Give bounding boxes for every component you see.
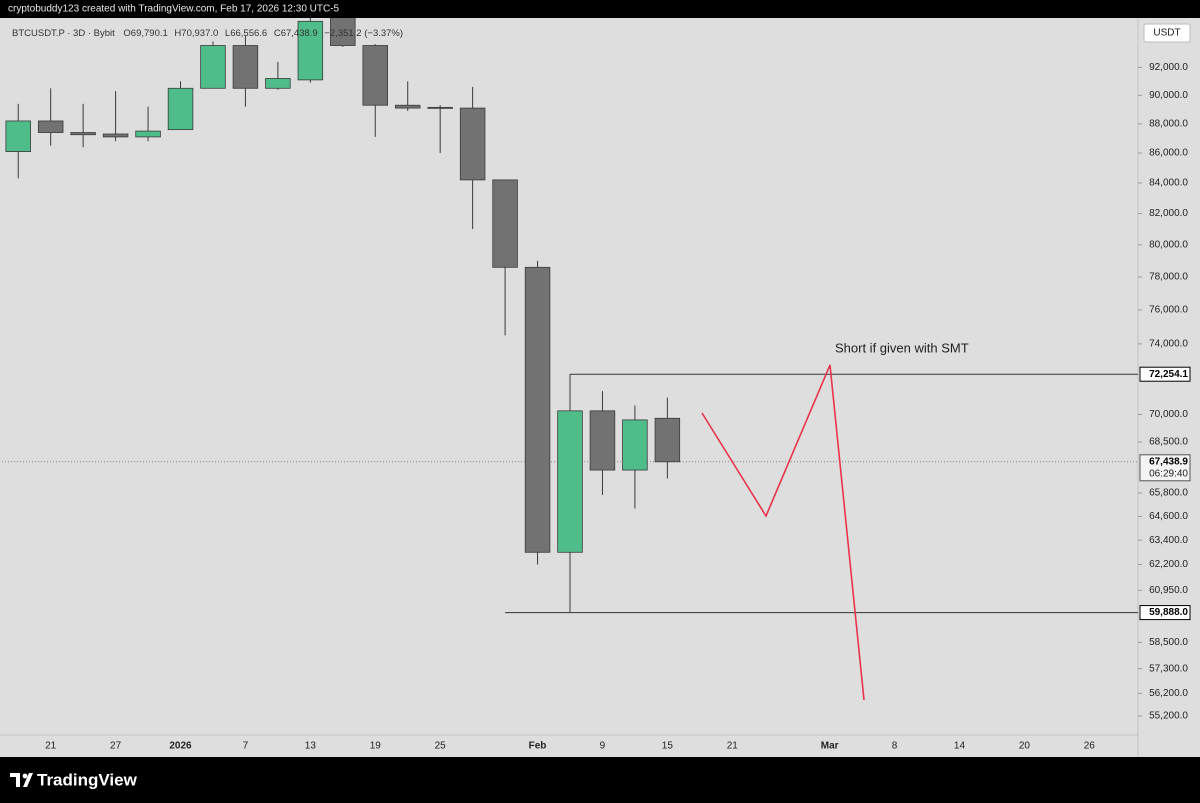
- x-tick-label: 9: [600, 741, 606, 752]
- legend-symbol: BTCUSDT.P · 3D · Bybit: [12, 28, 115, 39]
- y-tick-label: 86,000.0: [1149, 148, 1188, 159]
- y-tick-label: 84,000.0: [1149, 178, 1188, 189]
- level-label-box: [1139, 366, 1191, 382]
- candle-body: [232, 45, 259, 89]
- y-tick-label: 58,500.0: [1149, 637, 1188, 648]
- last-price-box: [1139, 454, 1191, 482]
- last-price-label: 67,438.9: [1149, 456, 1188, 467]
- x-tick-label: 20: [1019, 741, 1031, 752]
- y-tick-label: 63,400.0: [1149, 535, 1188, 546]
- legend-value: 66,556.6: [230, 28, 267, 39]
- projection-path: [701, 364, 865, 701]
- candle-body: [622, 419, 648, 471]
- logo-icon: [10, 773, 33, 787]
- x-tick-label: 15: [662, 741, 674, 752]
- candle-body: [102, 133, 129, 138]
- y-tick-label: 55,200.0: [1149, 711, 1188, 722]
- x-tick-label: 21: [727, 741, 739, 752]
- y-tick-label: 80,000.0: [1149, 240, 1188, 251]
- y-tick-label: 88,000.0: [1149, 118, 1188, 129]
- level-label-box: [1139, 605, 1191, 621]
- currency[interactable]: USDT: [1153, 28, 1180, 39]
- y-tick-label: 74,000.0: [1149, 339, 1188, 350]
- candle-body: [135, 130, 161, 138]
- axes: 92,000.0 90,000.0 88,000.0 86,000.0 84,000.0…: [45, 62, 1191, 752]
- x-tick-label: 13: [305, 741, 317, 752]
- annotation: Short if given with SMT: [835, 340, 969, 355]
- candle-body: [167, 87, 194, 131]
- candle-body: [200, 45, 226, 89]
- level-label: 59,888.0: [1149, 607, 1188, 618]
- x-tick-label: 27: [110, 741, 122, 752]
- candle-body: [362, 45, 388, 106]
- top-bar-text: cryptobuddy123 created with TradingView.…: [8, 4, 340, 15]
- y-tick-label: 90,000.0: [1149, 90, 1188, 101]
- logo-dot: [22, 773, 28, 779]
- brand: TradingView: [37, 770, 138, 789]
- currency-box[interactable]: [1143, 23, 1191, 43]
- candle-body: [589, 410, 616, 471]
- candle-body: [492, 179, 518, 268]
- candle-body: [5, 120, 31, 152]
- candle-body: [524, 266, 551, 553]
- x-tick-label: Mar: [821, 741, 839, 752]
- y-tick-label: 78,000.0: [1149, 272, 1188, 283]
- y-tick-label: 64,600.0: [1149, 511, 1188, 522]
- x-tick-label: 14: [954, 741, 966, 752]
- candle-body: [297, 20, 324, 81]
- y-tick-label: 82,000.0: [1149, 208, 1188, 219]
- legend-key: O: [123, 28, 130, 39]
- legend-key: L: [225, 28, 230, 39]
- x-tick-label: 2026: [169, 741, 192, 752]
- legend-change: −2,351.2 (−3.37%): [324, 28, 403, 39]
- candle-body: [427, 106, 453, 109]
- legend-value: 69,790.1: [131, 28, 168, 39]
- candle-body: [37, 120, 64, 133]
- x-tick-label: 7: [243, 741, 249, 752]
- x-tick-label: 21: [45, 741, 57, 752]
- y-tick-label: 68,500.0: [1149, 437, 1188, 448]
- x-tick-label: 19: [370, 741, 382, 752]
- y-tick-label: 65,800.0: [1149, 488, 1188, 499]
- y-tick-label: 70,000.0: [1149, 409, 1188, 420]
- y-tick-label: 56,200.0: [1149, 688, 1188, 699]
- y-tick-label: 62,200.0: [1149, 559, 1188, 570]
- candle-body: [557, 410, 583, 553]
- y-tick-label: 76,000.0: [1149, 305, 1188, 316]
- candle-body: [265, 78, 291, 89]
- x-tick-label: Feb: [529, 741, 547, 752]
- legend-value: 67,438.9: [281, 28, 318, 39]
- candle-body: [654, 417, 681, 463]
- candle-body: [394, 104, 421, 109]
- legend-key: H: [174, 28, 181, 39]
- x-tick-label: 26: [1084, 741, 1096, 752]
- x-tick-label: 25: [435, 741, 447, 752]
- legend: BTCUSDT.P · 3D · Bybit O69,790.1 H70,937…: [12, 28, 403, 39]
- y-tick-label: 60,950.0: [1149, 585, 1188, 596]
- chart-background: [0, 18, 1200, 757]
- brand-logo: [10, 773, 33, 787]
- candle-body: [330, 18, 356, 46]
- x-tick-label: 8: [892, 741, 898, 752]
- legend-value: 70,937.0: [181, 28, 218, 39]
- plot: [2, 18, 1138, 614]
- y-tick-label: 92,000.0: [1149, 62, 1188, 73]
- candle-body: [70, 132, 96, 136]
- legend-key: C: [274, 28, 281, 39]
- level-label: 72,254.1: [1149, 369, 1188, 380]
- candle-body: [459, 107, 486, 181]
- countdown: 06:29:40: [1149, 468, 1188, 479]
- y-tick-label: 57,300.0: [1149, 663, 1188, 674]
